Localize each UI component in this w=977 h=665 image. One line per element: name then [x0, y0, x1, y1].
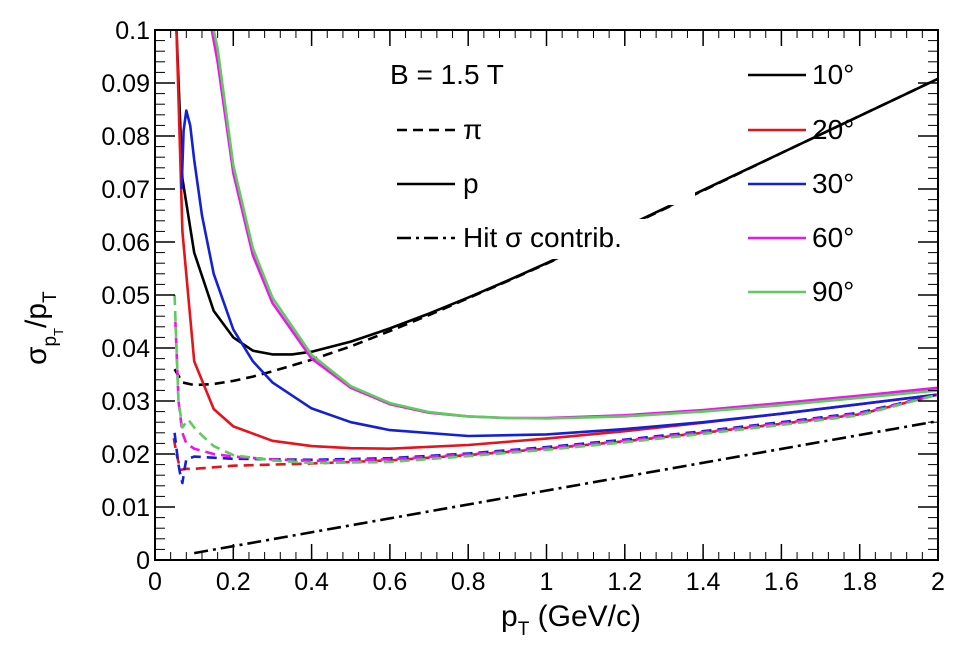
x-tick-label: 0: [148, 568, 162, 596]
y-tick-label: 0.02: [101, 441, 150, 469]
legend-angle-label: 60°: [812, 222, 854, 253]
y-tick-label: 0.09: [101, 70, 150, 98]
x-tick-label: 1.2: [607, 568, 642, 596]
y-tick-label: 0.07: [101, 176, 150, 204]
legend-title: B = 1.5 T: [390, 59, 504, 90]
y-tick-label: 0.05: [101, 282, 150, 310]
x-tick-label: 0.6: [373, 568, 408, 596]
legend: B = 1.5 T πp Hit σ contrib. 10° 20° 30° 60° 90°: [390, 59, 854, 307]
legend-angle-label: 90°: [812, 276, 854, 307]
y-tick-label: 0.01: [101, 494, 150, 522]
series-line-10: [193, 419, 938, 555]
legend-label: Hit σ contrib.: [463, 222, 622, 253]
series-line-8: [212, 30, 938, 420]
x-tick-label: 2: [931, 568, 945, 596]
svg-text:σpT/pT: σpT/pT: [20, 291, 66, 365]
y-axis-title: σpT/pT: [20, 291, 66, 365]
x-tick-label: 0.8: [451, 568, 486, 596]
x-axis-title: pT (GeV/c): [501, 600, 641, 640]
series-line-1: [173, 77, 938, 387]
y-tick-label: 0: [136, 547, 150, 575]
x-tick-label: 0.2: [216, 568, 251, 596]
legend-angle-label: 30°: [812, 168, 854, 199]
y-tick-label: 0.08: [101, 123, 150, 151]
legend-label: p: [463, 168, 479, 199]
series-line-7: [174, 321, 938, 463]
x-tick-label: 1.8: [842, 568, 877, 596]
x-tick-label: 0.4: [294, 568, 329, 596]
x-tick-label: 1: [540, 568, 554, 596]
series-layer: [172, 30, 938, 555]
series-line-9: [173, 294, 938, 465]
y-tick-label: 0.06: [101, 229, 150, 257]
series-line-4: [180, 109, 938, 438]
ticks-layer: 0 0.2 0.4 0.6 0.8 1 1.2 1.4 1.6 1.8 2 0 0.01 0.02 0.03…: [101, 17, 945, 596]
legend-label: π: [463, 114, 482, 145]
y-tick-label: 0.1: [115, 17, 150, 45]
x-tick-label: 1.6: [764, 568, 799, 596]
legend-mask: [395, 111, 695, 151]
legend-angle-label: 20°: [812, 114, 854, 145]
y-tick-label: 0.04: [101, 335, 150, 363]
y-tick-label: 0.03: [101, 388, 150, 416]
x-tick-label: 1.4: [686, 568, 721, 596]
legend-angle-label: 10°: [812, 59, 854, 90]
